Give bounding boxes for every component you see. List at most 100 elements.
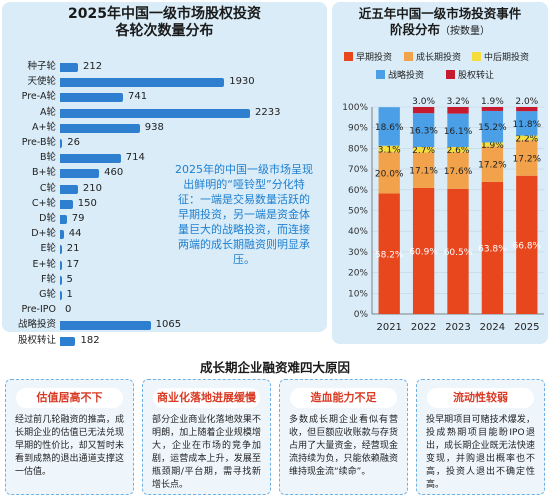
y-tick-label: 80%	[348, 144, 368, 154]
stacked-bar-segment	[447, 188, 469, 314]
x-tick-label: 2025	[514, 322, 539, 333]
segment-value-label: 16.1%	[444, 127, 473, 137]
segment-value-label: 15.2%	[478, 123, 507, 133]
stacked-bar-segment	[481, 142, 504, 147]
legend-swatch	[376, 70, 385, 79]
y-tick-label: 0%	[354, 310, 369, 320]
bar-category-label: C+轮	[31, 197, 56, 209]
y-tick-label: 60%	[348, 186, 368, 196]
segment-value-label: 2.0%	[515, 97, 538, 107]
stacked-bar-segment	[516, 107, 538, 112]
legend-item: 早期投资	[344, 52, 392, 64]
segment-value-label: 17.2%	[513, 154, 542, 164]
segment-value-label: 2.2%	[515, 134, 538, 144]
round-bar	[60, 154, 121, 164]
stacked-bar-segment	[516, 111, 538, 136]
round-bar	[60, 139, 63, 148]
bar-value-label: 150	[77, 197, 97, 209]
bar-category-label: A+轮	[32, 121, 56, 133]
bar-category-label: 战略投资	[17, 319, 56, 331]
bar-category-label: D+轮	[31, 228, 56, 240]
y-tick-label: 20%	[348, 269, 368, 279]
bar-category-label: 股权转让	[17, 334, 56, 346]
x-tick-label: 2023	[445, 322, 470, 333]
round-bar	[60, 184, 78, 194]
legend-item: 成长期投资	[404, 52, 461, 64]
round-bar	[60, 63, 79, 72]
y-tick-label: 50%	[348, 207, 368, 217]
left-chart-title: 2025年中国一级市场股权投资 各轮次数量分布	[2, 6, 327, 40]
stage-stacked-bar-chart: 0% 10% 20% 30% 40% 50% 60% 70% 80% 90% 100% 58.2% 20…	[342, 97, 544, 333]
bar-category-label: 种子轮	[27, 61, 56, 72]
bar-value-label: 79	[71, 213, 85, 224]
bar-category-label: C轮	[39, 182, 56, 194]
stacked-bar-segment	[412, 187, 435, 314]
segment-value-label: 60.9%	[409, 247, 438, 257]
legend-label: 战略投资	[388, 71, 425, 81]
reason-card-heading: 流动性较弱	[427, 388, 534, 408]
right-title-note: （按数量）	[440, 26, 490, 37]
reason-card-body: 部分企业商业化落地效果不明朗，加上随着企业规模增大，企业在市场的竞争加剧，运营成…	[152, 415, 261, 490]
reason-card-heading: 估值居高不下	[16, 388, 123, 408]
bar-value-label: 182	[80, 334, 100, 346]
bar-value-label: 741	[128, 91, 148, 103]
y-tick-label: 90%	[348, 124, 368, 134]
segment-value-label: 18.6%	[375, 123, 404, 133]
bar-value-label: 44	[68, 228, 82, 240]
right-chart-title: 近五年中国一级市场投资事件 阶段分布（按数量）	[332, 6, 548, 40]
legend-item: 战略投资	[376, 70, 424, 82]
y-tick-label: 70%	[348, 165, 368, 175]
stacked-bar-segment	[516, 140, 538, 176]
round-bar	[60, 260, 62, 270]
bar-value-label: 26	[67, 137, 80, 148]
bar-value-label: 2233	[255, 106, 281, 118]
stacked-bar-segment	[378, 145, 400, 153]
bar-value-label: 714	[125, 152, 145, 164]
segment-value-label: 16.3%	[409, 127, 438, 137]
stacked-bar-segment	[447, 113, 469, 147]
reason-card: 造血能力不足 多数成长期企业看似有营收，但巨额应收账款与存货占用了大量资金，经营现…	[279, 379, 408, 495]
bar-value-label: 1930	[229, 76, 255, 88]
reason-card: 估值居高不下经过前几轮融资的推高，成长期企业的估值已无法兑现早期的性价比，却又暂…	[5, 379, 134, 495]
bar-value-label: 212	[83, 61, 103, 72]
bar-category-label: A轮	[40, 106, 56, 118]
bar-category-label: E+轮	[32, 258, 56, 270]
reason-card-body: 多数成长期企业看似有营收，但巨额应收账款与存货占用了大量资金，经营现金流持续为负…	[289, 415, 398, 477]
round-bar	[60, 199, 73, 209]
stacked-bar-segment	[516, 175, 538, 314]
round-bar	[60, 93, 124, 103]
bar-value-label: 210	[82, 182, 102, 194]
round-bar	[60, 215, 67, 224]
stacked-bar-segment	[412, 107, 435, 114]
bar-value-label: 1	[66, 289, 73, 300]
stacked-bar-segment	[481, 107, 504, 111]
stacked-bar-segment	[378, 193, 400, 314]
legend-swatch	[472, 52, 481, 61]
bar-category-label: G轮	[39, 289, 56, 300]
y-tick-label: 10%	[348, 289, 368, 299]
legend-item: 中后期投资	[472, 52, 529, 64]
reason-card-heading: 商业化落地进展缓慢	[153, 388, 260, 408]
bar-category-label: F轮	[41, 273, 56, 285]
bar-value-label: 460	[104, 167, 124, 179]
stacked-bar-segment	[378, 107, 400, 146]
x-tick-label: 2022	[411, 322, 436, 333]
segment-value-label: 3.2%	[447, 97, 470, 107]
round-bar	[60, 78, 225, 88]
segment-value-label: 58.2%	[375, 250, 404, 260]
reason-card-body: 经过前几轮融资的推高，成长期企业的估值已无法兑现早期的性价比，却又暂时未看到成熟…	[15, 415, 124, 477]
legend-item: 股权转让	[446, 70, 494, 82]
bar-category-label: 天使轮	[27, 76, 56, 88]
bar-category-label: Pre-B轮	[21, 137, 56, 148]
left-title-line1: 2025年中国一级市场股权投资	[68, 6, 261, 22]
segment-value-label: 1.9%	[481, 141, 504, 151]
stacked-bar-segment	[447, 152, 469, 189]
right-chart-panel: 近五年中国一级市场投资事件 阶段分布（按数量） 早期投资 成长期投资 中后期投资战略…	[332, 2, 548, 344]
x-tick-label: 2024	[480, 322, 505, 333]
segment-value-label: 2.6%	[447, 146, 470, 156]
right-title-line1: 近五年中国一级市场投资事件	[358, 6, 522, 21]
reason-card-body: 投早期项目可赌技术爆发，投成熟期项目能盼IPO退出，成长期企业既无法快速变现，并…	[426, 415, 535, 490]
segment-value-label: 3.1%	[378, 145, 401, 155]
bar-category-label: B+轮	[32, 167, 56, 179]
segment-value-label: 66.8%	[513, 241, 542, 251]
